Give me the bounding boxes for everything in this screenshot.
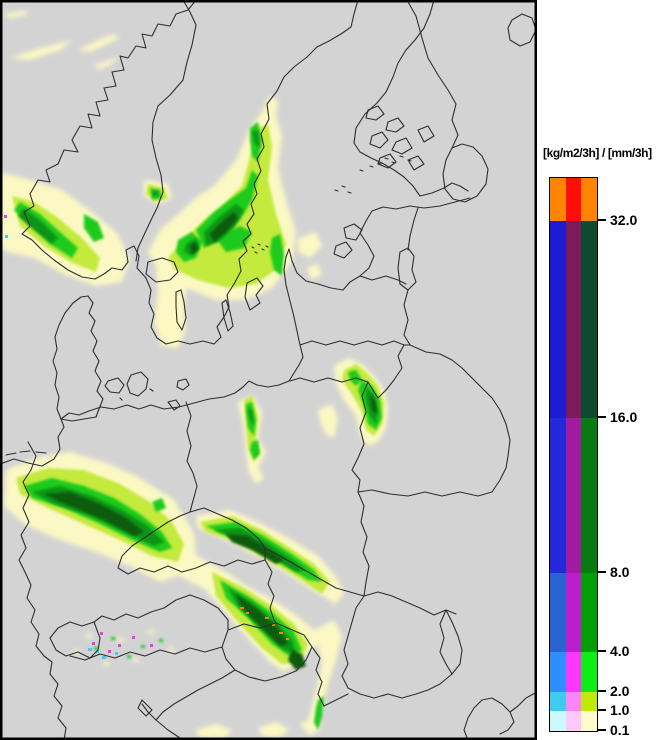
precip-speck-layer xyxy=(4,215,289,659)
legend-band-cell xyxy=(550,692,566,711)
precipitation-map xyxy=(0,0,537,740)
legend-tick-label: 0.1 xyxy=(610,722,630,738)
legend-tick-mark xyxy=(598,416,606,418)
legend-tick-mark xyxy=(598,571,606,573)
legend-band xyxy=(550,711,598,731)
mixed-specks xyxy=(4,215,153,653)
legend-tick-mark xyxy=(598,729,606,731)
map-canvas xyxy=(0,0,537,740)
legend-band xyxy=(550,221,598,418)
legend-band-cell xyxy=(581,221,598,418)
legend-band-cell xyxy=(565,418,582,573)
legend-tick-mark xyxy=(598,709,606,711)
snow-specks xyxy=(5,235,118,659)
legend-tick-label: 4.0 xyxy=(610,643,630,659)
legend-band-cell xyxy=(565,711,582,731)
legend-band xyxy=(550,178,598,221)
legend-band-cell xyxy=(550,652,566,692)
legend-band-cell xyxy=(565,178,582,221)
legend-unit-label: [kg/m2/3h] / [mm/3h] xyxy=(543,146,652,160)
legend-band-cell xyxy=(565,221,582,418)
legend-band xyxy=(550,418,598,573)
legend-band-cell xyxy=(550,711,566,731)
legend-band-cell xyxy=(550,221,566,418)
legend-band-cell xyxy=(581,573,598,652)
legend-band-cell xyxy=(565,652,582,692)
legend-tick-label: 8.0 xyxy=(610,564,630,580)
coastlines-and-borders xyxy=(0,0,537,740)
legend-tick-label: 32.0 xyxy=(610,212,638,228)
legend-panel: [kg/m2/3h] / [mm/3h] 32.0 16.0 8.0 4.0 2.0 1.… xyxy=(537,0,669,740)
legend-band-cell xyxy=(581,418,598,573)
legend-tick-mark xyxy=(598,690,606,692)
legend-band-cell xyxy=(550,418,566,573)
legend-band-cell xyxy=(581,692,598,711)
legend-band-cell xyxy=(581,711,598,731)
legend-tick-mark xyxy=(598,219,606,221)
precip-intense-layer xyxy=(44,212,377,670)
legend-color-bar xyxy=(549,177,598,732)
legend-band-cell xyxy=(565,692,582,711)
extreme-specks xyxy=(240,607,289,640)
legend-band xyxy=(550,692,598,711)
legend-band-cell xyxy=(565,573,582,652)
legend-tick-label: 1.0 xyxy=(610,702,630,718)
legend-tick-mark xyxy=(598,650,606,652)
legend-band xyxy=(550,652,598,692)
legend-band-cell xyxy=(581,178,598,221)
legend-band xyxy=(550,573,598,652)
legend-band-cell xyxy=(581,652,598,692)
legend-tick-label: 16.0 xyxy=(610,409,638,425)
legend-tick-label: 2.0 xyxy=(610,683,630,699)
legend-band-cell xyxy=(550,573,566,652)
legend-band-cell xyxy=(550,178,566,221)
